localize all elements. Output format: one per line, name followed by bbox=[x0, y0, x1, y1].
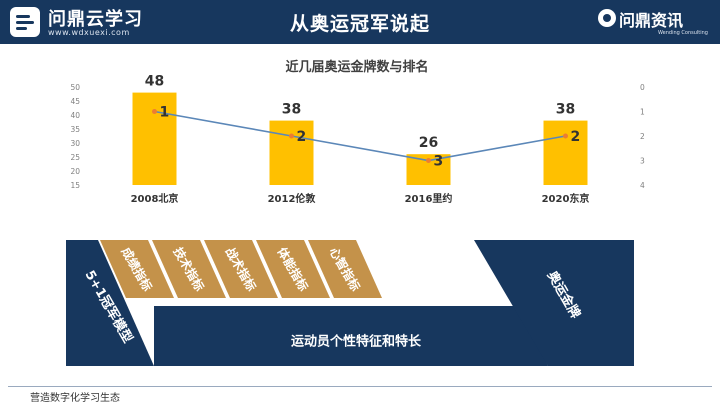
logo-title: 问鼎云学习 bbox=[48, 9, 143, 30]
rank-points bbox=[152, 109, 568, 163]
bar-value-label: 38 bbox=[556, 102, 575, 118]
rank-value-label: 2 bbox=[571, 129, 581, 145]
wdxuexi-logo[interactable]: 问鼎云学习 www.wdxuexi.com bbox=[10, 5, 160, 39]
y-tick-label: 20 bbox=[70, 167, 80, 176]
y-tick-label: 15 bbox=[70, 181, 80, 190]
y-tick-label: 30 bbox=[70, 139, 80, 148]
page-title: 从奥运冠军说起 bbox=[289, 13, 430, 35]
bar bbox=[132, 92, 177, 185]
traits-block bbox=[154, 306, 548, 366]
y-tick-label: 35 bbox=[70, 125, 80, 134]
y-tick-label: 40 bbox=[70, 111, 80, 120]
right-medal-block bbox=[474, 240, 634, 366]
chart-title: 近几届奥运金牌数与排名 bbox=[285, 59, 428, 75]
rank-point bbox=[152, 109, 157, 114]
bar bbox=[543, 120, 588, 185]
footer-divider bbox=[8, 386, 712, 387]
rank-line bbox=[154, 110, 566, 162]
rank-value-label: 2 bbox=[297, 129, 307, 145]
y2-tick-label: 1 bbox=[640, 108, 645, 117]
rank-point bbox=[289, 133, 294, 139]
rank-value-label: 1 bbox=[160, 105, 170, 121]
left-model-block bbox=[66, 240, 154, 366]
y2-tick-label: 0 bbox=[640, 83, 645, 92]
traits-label: 运动员个性特征和特长 bbox=[290, 334, 422, 350]
indicator-block-2 bbox=[152, 240, 226, 298]
logo-box-icon bbox=[10, 7, 40, 37]
category-label: 2016里约 bbox=[405, 192, 453, 205]
y-tick-label: 25 bbox=[70, 153, 80, 162]
rank-value-label: 3 bbox=[434, 154, 444, 170]
bar-series bbox=[132, 92, 588, 185]
indicator-block-1 bbox=[100, 240, 174, 298]
category-label: 2008北京 bbox=[131, 192, 179, 205]
bar-value-label: 48 bbox=[145, 74, 164, 90]
rank-point bbox=[426, 158, 431, 163]
y-tick-label: 45 bbox=[70, 97, 80, 106]
medal-chart: 近几届奥运金牌数与排名 15 20 25 30 35 40 45 50 0 1 2 3 4 48 38 2… bbox=[70, 59, 645, 205]
category-label: 2012伦敦 bbox=[268, 192, 317, 205]
bar-value-labels: 48 38 26 38 bbox=[145, 74, 575, 152]
footer-text: 营造数字化学习生态 bbox=[30, 393, 120, 404]
y2-tick-label: 3 bbox=[640, 157, 645, 166]
y-tick-label: 50 bbox=[70, 83, 80, 92]
right-axis-ticks: 0 1 2 3 4 bbox=[640, 83, 645, 190]
logo-url: www.wdxuexi.com bbox=[48, 28, 130, 37]
brand-name: 问鼎资讯 bbox=[619, 11, 684, 30]
category-label: 2020东京 bbox=[542, 192, 590, 205]
brand-subtitle: Wending Consulting bbox=[658, 30, 708, 36]
indicator-block-5 bbox=[308, 240, 382, 298]
y2-tick-label: 2 bbox=[640, 132, 645, 141]
rank-value-labels: 1 2 3 2 bbox=[160, 105, 581, 170]
wending-consulting-logo[interactable]: 问鼎资讯 Wending Consulting bbox=[598, 6, 718, 40]
bar-value-label: 26 bbox=[419, 135, 438, 151]
bar bbox=[269, 120, 314, 185]
header-bar: 问鼎云学习 www.wdxuexi.com 从奥运冠军说起 问鼎资讯 Wendi… bbox=[0, 0, 720, 44]
category-labels: 2008北京 2012伦敦 2016里约 2020东京 bbox=[131, 192, 590, 205]
indicator-block-3 bbox=[204, 240, 278, 298]
bar-value-label: 38 bbox=[282, 102, 301, 118]
rank-point bbox=[563, 133, 568, 139]
brand-mark-icon bbox=[598, 9, 616, 27]
indicator-block-4 bbox=[256, 240, 330, 298]
y2-tick-label: 4 bbox=[640, 181, 645, 190]
champion-model-diagram: 5+1冠军模型 成绩指标 技术指标 战术指标 体能指标 心智指标 运动员个性特征… bbox=[0, 236, 720, 370]
left-axis-ticks: 15 20 25 30 35 40 45 50 bbox=[70, 83, 80, 190]
